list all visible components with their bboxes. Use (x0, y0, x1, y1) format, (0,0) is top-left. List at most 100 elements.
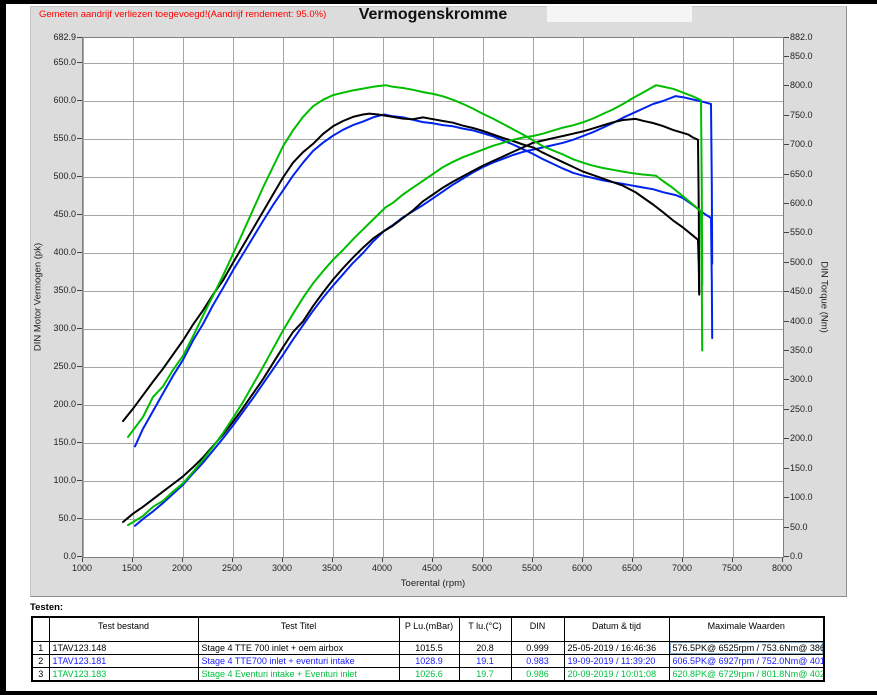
x-tick-label: 5500 (521, 563, 543, 573)
y-tick-mark-left (77, 290, 82, 291)
x-tick-mark (132, 558, 133, 562)
y-tick-label-left: 600.0 (53, 95, 76, 105)
y-tick-mark-left (77, 404, 82, 405)
y-tick-mark-right (784, 144, 789, 146)
cell-file: 1TAV123.181 (48, 653, 199, 668)
x-tick-mark (82, 558, 83, 562)
cell-p_lu: 1028.9 (398, 653, 460, 668)
window-frame-bottom (0, 691, 877, 695)
cell-title: Stage 4 TTE 700 inlet + oem airbox (197, 640, 400, 655)
y-tick-mark-right (784, 497, 789, 499)
x-tick-mark (632, 558, 633, 562)
x-tick-label: 8000 (771, 563, 793, 573)
y-tick-label-right: 700.0 (790, 139, 813, 150)
y-tick-mark-right (784, 55, 789, 57)
y-tick-label-left: 450.0 (53, 209, 76, 219)
y-tick-mark-right (784, 291, 789, 293)
y-tick-mark-left (77, 442, 82, 443)
y-tick-mark-left (77, 252, 82, 253)
title-highlight-patch (547, 5, 692, 22)
x-tick-label: 2500 (221, 563, 243, 573)
curve-test1-torque (122, 112, 701, 423)
cell-datetime: 20-09-2019 / 10:01:08 (563, 666, 670, 681)
x-tick-mark (182, 558, 183, 562)
y-tick-label-left: 100.0 (53, 475, 76, 485)
y-tick-label-right: 550.0 (790, 227, 813, 238)
x-tick-label: 4500 (421, 563, 443, 573)
x-tick-label: 3000 (271, 563, 293, 573)
y-tick-mark-right (784, 438, 789, 440)
x-tick-label: 6500 (621, 563, 643, 573)
x-tick-mark (582, 558, 583, 562)
window-frame-top (0, 0, 877, 4)
y-tick-label-right: 800.0 (790, 80, 813, 91)
y-tick-label-right: 650.0 (790, 168, 813, 179)
table-header-row: Test bestand Test Titel P Lu.(mBar) T lu.(°… (31, 616, 825, 642)
column-header-maximale-waarden: Maximale Waarden (668, 616, 825, 642)
y-tick-label-right: 200.0 (790, 433, 813, 444)
cell-num: 1 (31, 640, 50, 655)
y-tick-mark-left (77, 138, 82, 139)
cell-p_lu: 1026.6 (398, 666, 460, 681)
column-header-t-lu-c-: T lu.(°C) (458, 616, 512, 642)
x-tick-mark (532, 558, 533, 562)
y-tick-label-right: 250.0 (790, 403, 813, 414)
y-tick-mark-left (77, 176, 82, 177)
tests-section-label: Testen: (30, 602, 64, 613)
cell-max: 620.8PK@ 6729rpm / 801.8Nm@ 4025rpm (668, 666, 825, 681)
y-tick-label-left: 500.0 (53, 171, 76, 181)
cell-p_lu: 1015.5 (398, 640, 460, 655)
cell-num: 2 (31, 653, 50, 668)
y-tick-mark-right (784, 85, 789, 87)
y-tick-label-right: 300.0 (790, 374, 813, 385)
y-tick-mark-left (77, 518, 82, 519)
y-tick-label-right: 750.0 (790, 109, 813, 120)
y-tick-label-right: 600.0 (790, 197, 813, 208)
y-tick-mark-right (784, 173, 789, 175)
x-tick-mark (332, 558, 333, 562)
y-tick-mark-left (77, 37, 82, 38)
column-header-test-titel: Test Titel (197, 616, 400, 642)
curve-test3-power (127, 84, 704, 527)
cell-datetime: 25-05-2019 / 16:46:36 (563, 640, 670, 655)
y-tick-mark-right (784, 320, 789, 322)
cell-file: 1TAV123.148 (48, 640, 199, 655)
y-tick-label-right: 500.0 (790, 256, 813, 267)
curve-test2-power (134, 95, 714, 527)
y-tick-label-left: 682.9 (53, 32, 76, 42)
x-tick-label: 1500 (121, 563, 143, 573)
cell-din: 0.983 (510, 653, 565, 668)
y-tick-label-right: 150.0 (790, 462, 813, 473)
y-tick-label-right: 850.0 (790, 50, 813, 61)
cell-t_lu: 19.7 (458, 666, 512, 681)
curve-test3-torque (127, 84, 704, 438)
y-tick-mark-right (784, 202, 789, 204)
y-tick-mark-right (784, 379, 789, 381)
x-tick-label: 7500 (721, 563, 743, 573)
x-tick-label: 6000 (571, 563, 593, 573)
y-tick-mark-right (784, 408, 789, 410)
x-tick-mark (782, 558, 783, 562)
x-tick-mark (282, 558, 283, 562)
x-tick-mark (482, 558, 483, 562)
x-tick-mark (732, 558, 733, 562)
y-axis-label-right: DIN Torque (Nm) (818, 261, 830, 333)
y-tick-label-left: 50.0 (58, 513, 76, 523)
cell-din: 0.986 (510, 666, 565, 681)
y-tick-mark-right (784, 37, 789, 38)
table-row-test-2[interactable]: 2 1TAV123.181 Stage 4 TTE700 inlet + event… (31, 653, 825, 668)
y-tick-mark-left (77, 556, 82, 557)
y-tick-label-right: 100.0 (790, 492, 813, 503)
table-row-test-3[interactable]: 3 1TAV123.183 Stage 4 Eventuri intake + Ev… (31, 666, 825, 681)
table-row-test-1[interactable]: 1 1TAV123.148 Stage 4 TTE 700 inlet + oem … (31, 640, 825, 655)
y-tick-label-left: 0.0 (63, 551, 76, 561)
y-tick-mark-left (77, 100, 82, 101)
column-header-p-lu-mbar-: P Lu.(mBar) (398, 616, 460, 642)
y-tick-label-left: 250.0 (53, 361, 76, 371)
cell-max: 576.5PK@ 6525rpm / 753.6Nm@ 3863rpm (668, 640, 825, 655)
x-tick-label: 7000 (671, 563, 693, 573)
window-frame-left (0, 0, 6, 695)
x-axis-label: Toerental (rpm) (400, 578, 466, 589)
y-tick-label-right: 450.0 (790, 286, 813, 297)
y-tick-label-left: 150.0 (53, 437, 76, 447)
